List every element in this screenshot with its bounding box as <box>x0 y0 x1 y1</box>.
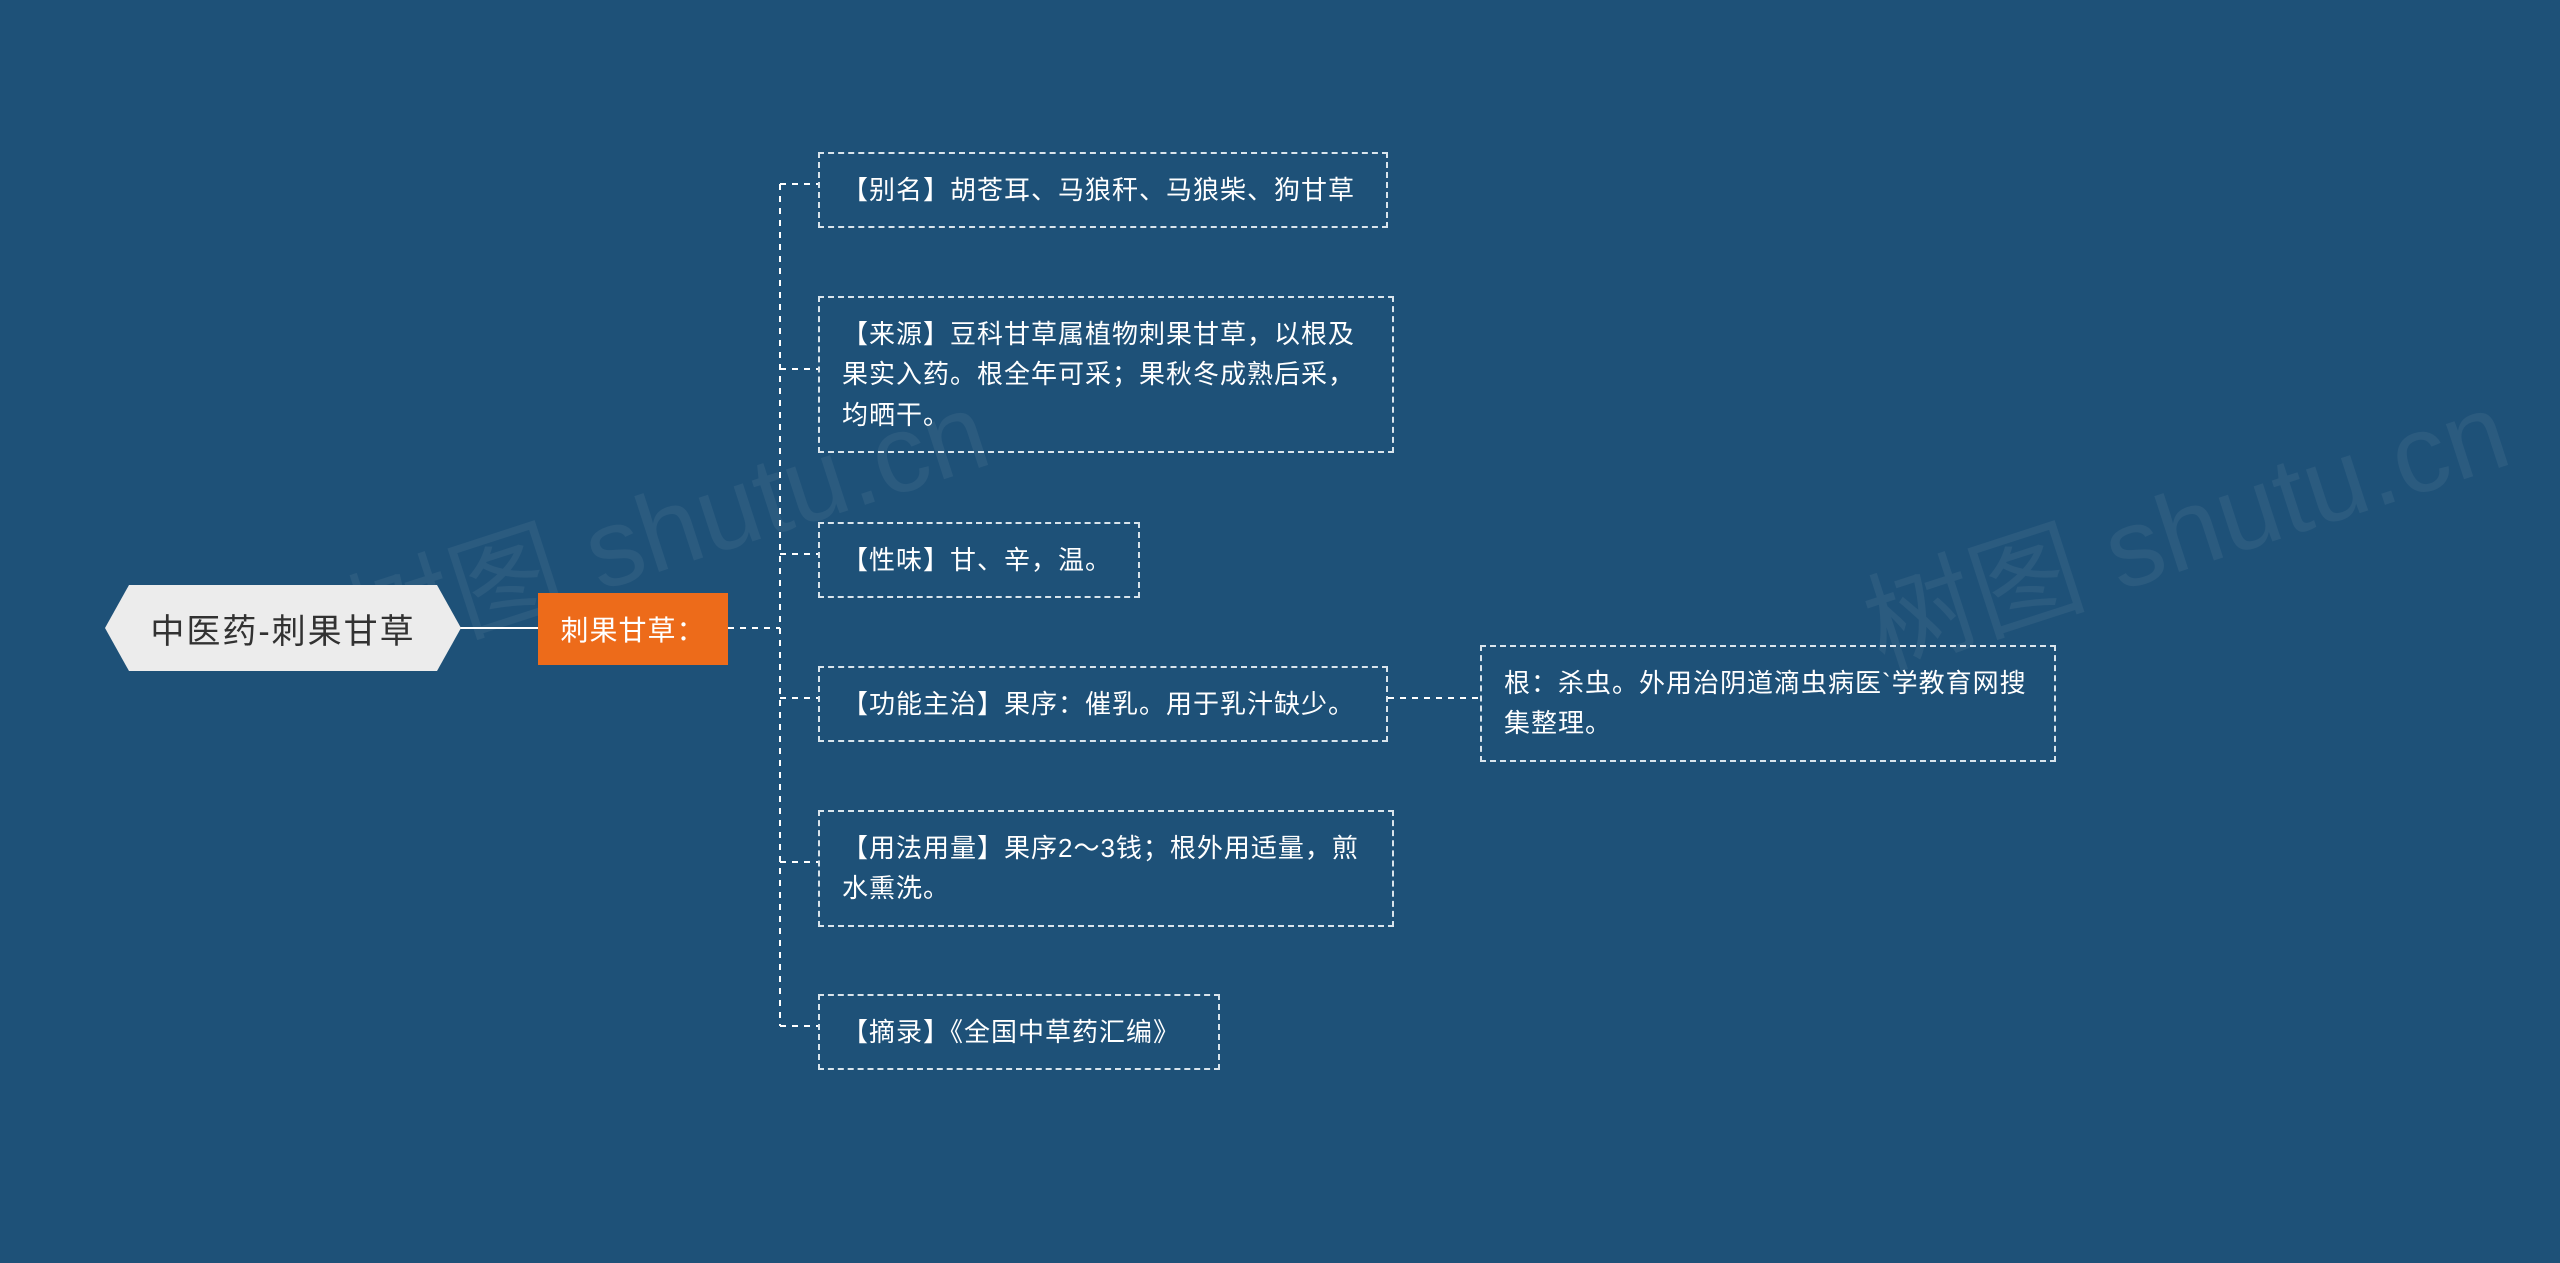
mindmap-leaf-source[interactable]: 【来源】豆科甘草属植物刺果甘草，以根及果实入药。根全年可采；果秋冬成熟后采，均晒… <box>818 296 1394 453</box>
mindmap-leaf-excerpt[interactable]: 【摘录】《全国中草药汇编》 <box>818 994 1220 1070</box>
mindmap-root-node[interactable]: 中医药-刺果甘草 <box>105 585 461 671</box>
mindmap-leaf-function[interactable]: 【功能主治】果序：催乳。用于乳汁缺少。 <box>818 666 1388 742</box>
mindmap-leaf-root-detail[interactable]: 根：杀虫。外用治阴道滴虫病医`学教育网搜集整理。 <box>1480 645 2056 762</box>
mindmap-leaf-usage[interactable]: 【用法用量】果序2～3钱；根外用适量，煎水熏洗。 <box>818 810 1394 927</box>
mindmap-leaf-alias[interactable]: 【别名】胡苍耳、马狼秆、马狼柴、狗甘草 <box>818 152 1388 228</box>
mindmap-leaf-taste[interactable]: 【性味】甘、辛，温。 <box>818 522 1140 598</box>
mindmap-branch-node[interactable]: 刺果甘草： <box>538 593 728 665</box>
